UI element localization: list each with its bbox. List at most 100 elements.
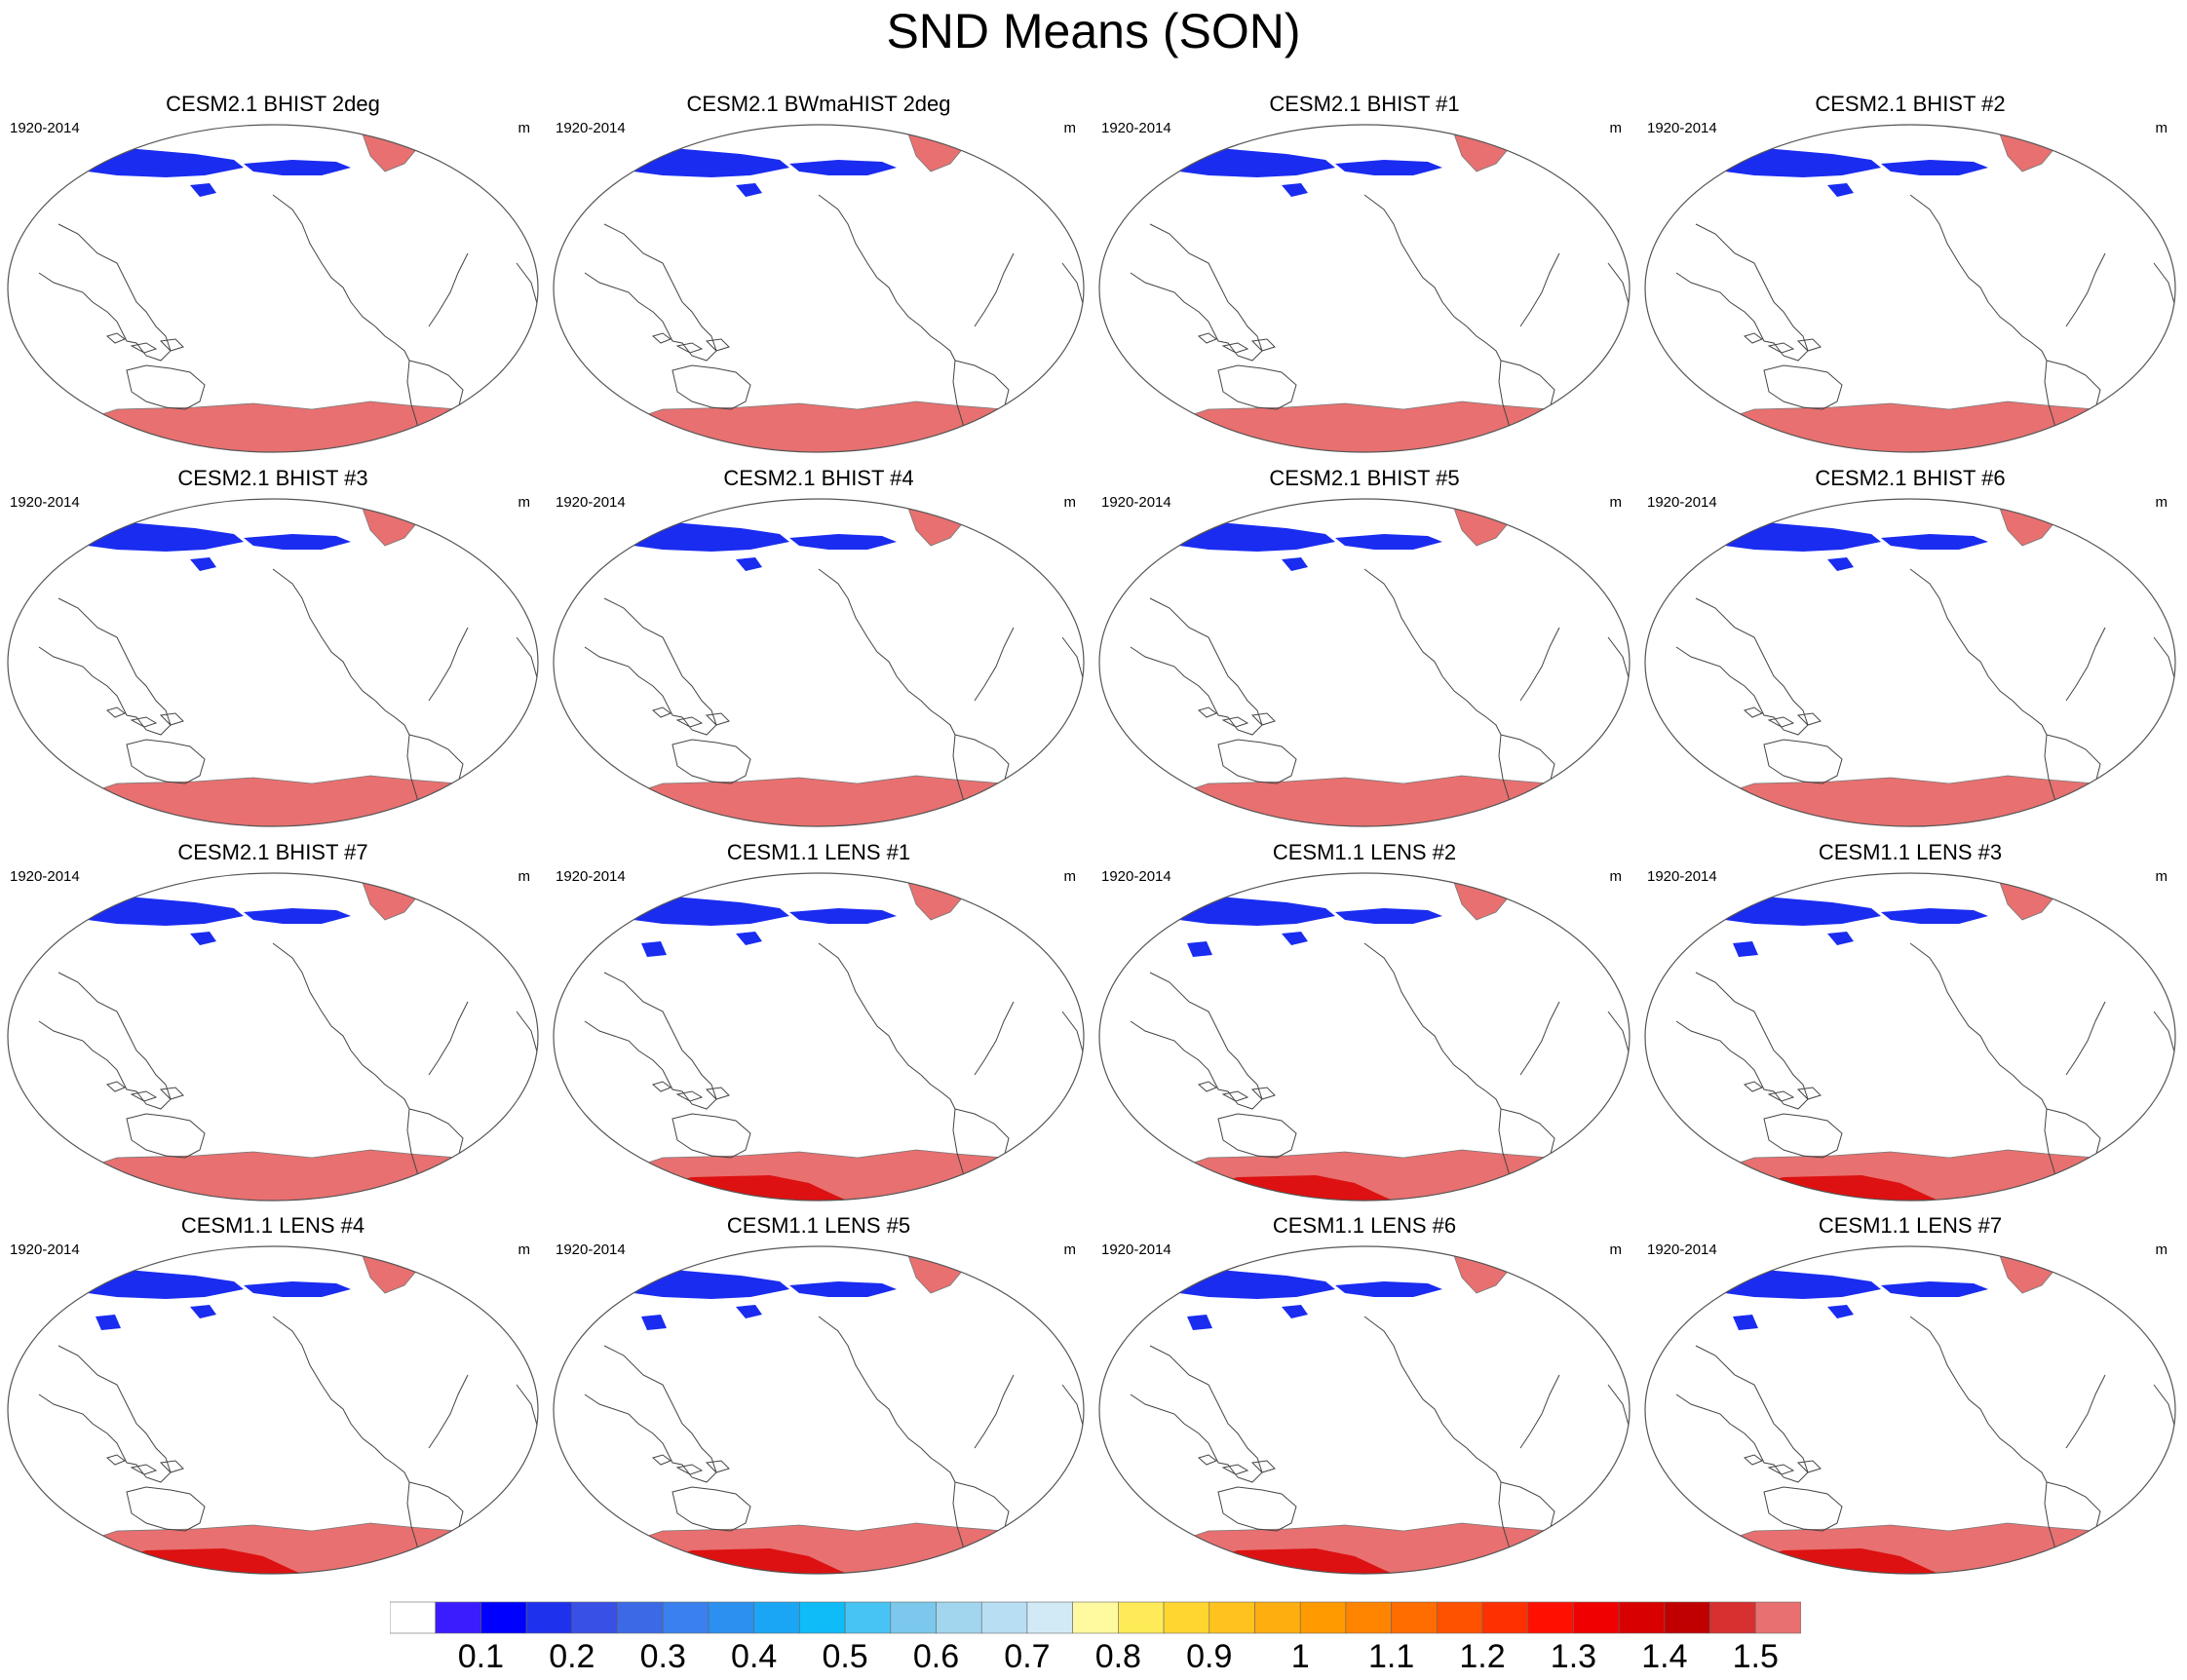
map-svg [1098,498,1631,827]
map-panel: CESM2.1 BHIST #3 1920-2014 m [0,466,546,836]
coastline [1363,568,1468,702]
coastline [272,942,376,1076]
map-globe-outline [7,1245,539,1575]
panel-period-label: 1920-2014 [1101,120,1171,136]
coastline [428,1374,469,1449]
coastline [651,1081,730,1102]
snow-cover-patch [1187,1315,1212,1330]
map-panel: CESM1.1 LENS #1 1920-2014 m [546,840,1092,1210]
snow-cover-patch [1160,148,1335,177]
coastline [818,1316,922,1449]
map-panel: CESM2.1 BHIST #5 1920-2014 m [1092,466,1637,836]
panel-units-label: m [1063,1241,1077,1258]
map-globe-outline [1644,872,2176,1202]
coastline [38,223,172,362]
colorbar-swatch [980,1601,1028,1634]
snow-cover-patch [244,1281,351,1297]
panel-period-label: 1920-2014 [1101,494,1171,511]
coastline [1763,1113,1843,1159]
colorbar-tick-label: 0.4 [731,1638,778,1675]
colorbar-swatch [435,1601,481,1634]
coastline [1675,972,1809,1110]
snow-cover-patch [736,183,762,197]
colorbar-swatch [753,1601,800,1634]
coastline [1197,706,1276,728]
snow-cover-patch [1282,932,1308,945]
colorbar-tick-label: 1.5 [1732,1638,1779,1675]
coastline [1130,1345,1263,1483]
coastline [1466,1074,1502,1110]
panel-units-label: m [2155,868,2168,885]
map-globe-outline [553,124,1085,453]
antarctica-snow-region [8,775,538,826]
colorbar-swatch [799,1601,846,1634]
coastline [1675,223,1809,362]
snow-cover-patch [1733,1315,1758,1330]
coastline [1217,739,1297,784]
map-globe-outline [1098,1245,1631,1575]
coastline [516,636,538,706]
colorbar-svg [390,1601,1801,1634]
colorbar-tick-label: 1.4 [1641,1638,1688,1675]
coastline [374,325,410,362]
coastline [1061,636,1084,706]
antarctica-snow-region [1099,401,1630,452]
panel-period-label: 1920-2014 [10,494,80,511]
greenland-snow-region [1451,128,1512,172]
coastline [1675,1345,1809,1483]
map-svg [7,124,539,453]
coastline [428,1001,469,1076]
antarctica-snow-region [1099,775,1630,826]
greenland-snow-region [360,876,420,921]
coastline [2012,325,2048,362]
panel-period-label: 1920-2014 [1647,120,1717,136]
coastline [1519,627,1560,702]
colorbar-swatch [1664,1601,1710,1634]
coastline [105,332,184,354]
map-globe-outline [553,872,1085,1202]
antarctica-snow-region [554,775,1084,826]
snow-cover-patch [641,1315,667,1330]
snow-cover-patch [1335,534,1442,550]
coastline [1130,223,1263,362]
panel-units-label: m [1609,120,1623,136]
snow-cover-patch [736,557,762,571]
map-svg [1644,872,2176,1202]
coastline [584,223,717,362]
coastline [671,739,751,784]
panel-title: CESM1.1 LENS #7 [1818,1213,2003,1238]
coastline [1061,262,1084,332]
coastline [126,1113,206,1159]
colorbar-swatch [1754,1601,1801,1634]
coastline [2065,1001,2106,1076]
coastline [1909,194,2014,327]
snow-cover-patch [190,932,216,945]
coastline [272,568,376,702]
panel-units-label: m [2155,120,2168,136]
panel-title: CESM2.1 BHIST #2 [1815,92,2006,116]
coastline [1217,1113,1297,1159]
snow-cover-patch [789,1281,897,1297]
coastline [818,942,922,1076]
coastline [1909,1316,2014,1449]
coastline [651,706,730,728]
coastline [516,1011,538,1081]
coastline [1909,568,2014,702]
colorbar-swatch [662,1601,710,1634]
coastline [1743,332,1822,354]
coastline [651,332,730,354]
coastline [2065,627,2106,702]
panel-units-label: m [1609,494,1623,511]
greenland-snow-region [1997,128,2057,172]
greenland-snow-region [1451,876,1512,921]
panel-period-label: 1920-2014 [1101,1241,1171,1258]
coastline [920,700,956,736]
map-svg [553,124,1085,453]
colorbar-tick-label: 0.2 [549,1638,595,1675]
map-panel: CESM2.1 BHIST #7 1920-2014 m [0,840,546,1210]
coastline [584,972,717,1110]
colorbar-swatch [1254,1601,1301,1634]
map-svg [1098,872,1631,1202]
panel-title: CESM1.1 LENS #1 [726,840,911,864]
